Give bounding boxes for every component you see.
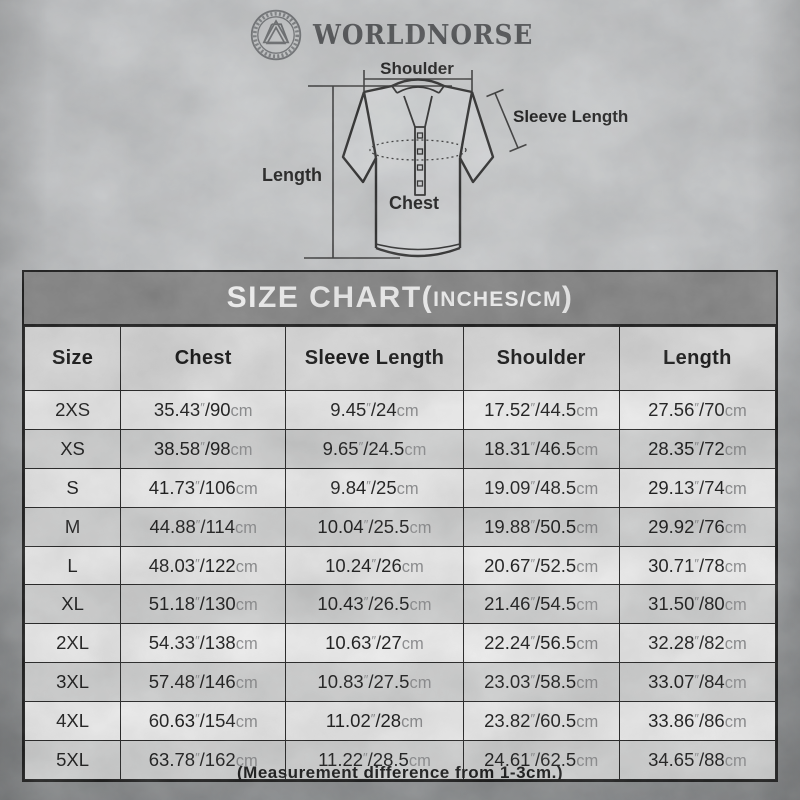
valknut-emblem-icon xyxy=(250,9,301,61)
measurement-footnote: (Measurement difference from 1-3cm.) xyxy=(237,763,563,782)
size-table-body: 2XS 35.43″/90cm 9.45″/24cm 17.52″/44.5cm 27.… xyxy=(23,390,777,780)
size-chart-title-unit: INCHES/CM xyxy=(433,287,562,311)
size-cell: 4XL xyxy=(23,701,122,742)
size-cell: M xyxy=(23,506,122,547)
size-cell: 2XL xyxy=(23,623,122,664)
table-row: M 44.88″/114cm 10.04″/25.5cm 19.88″/50.5cm 2… xyxy=(23,506,777,547)
measurement-cell: 9.45″/24cm xyxy=(285,390,464,430)
measurement-cell: 35.43″/90cm xyxy=(120,390,287,430)
measurement-cell: 33.86″/86cm xyxy=(618,701,777,742)
size-table: Size Chest Sleeve Length Shoulder Length 2XS… xyxy=(23,326,777,780)
measurement-cell: 38.58″/98cm xyxy=(120,428,287,469)
measurement-cell: 22.24″/56.5cm xyxy=(462,623,620,664)
brand-logo: WORLDNORSE xyxy=(0,6,800,64)
measurement-cell: 19.88″/50.5cm xyxy=(462,506,620,547)
measurement-cell: 23.03″/58.5cm xyxy=(462,662,620,703)
table-row: 3XL 57.48″/146cm 10.83″/27.5cm 23.03″/58.5c… xyxy=(23,662,777,703)
measurement-cell: 10.83″/27.5cm xyxy=(285,662,464,703)
measurement-cell: 33.07″/84cm xyxy=(618,662,777,703)
table-row: XS 38.58″/98cm 9.65″/24.5cm 18.31″/46.5cm 28… xyxy=(23,428,777,469)
measurement-cell: 10.43″/26.5cm xyxy=(285,584,464,625)
measurement-cell: 41.73″/106cm xyxy=(120,467,287,508)
size-cell: 3XL xyxy=(23,662,122,703)
length-label: Length xyxy=(262,165,322,185)
measurement-cell: 9.65″/24.5cm xyxy=(285,428,464,469)
table-row: 2XL 54.33″/138cm 10.63″/27cm 22.24″/56.5cm 3… xyxy=(23,623,777,664)
measurement-cell: 28.35″/72cm xyxy=(618,428,777,469)
measurement-cell: 9.84″/25cm xyxy=(285,467,464,508)
column-header-chest: Chest xyxy=(120,326,287,391)
size-cell: XS xyxy=(23,428,122,469)
measurement-cell: 51.18″/130cm xyxy=(120,584,287,625)
table-row: L 48.03″/122cm 10.24″/26cm 20.67″/52.5cm 30.… xyxy=(23,545,777,586)
measurement-cell: 21.46″/54.5cm xyxy=(462,584,620,625)
size-table-header-row: Size Chest Sleeve Length Shoulder Length xyxy=(23,326,777,391)
column-header-length: Length xyxy=(618,326,777,391)
size-chart-title-close: ) xyxy=(561,281,574,314)
brand-name: WORLDNORSE xyxy=(312,19,534,51)
measurement-cell: 10.63″/27cm xyxy=(285,623,464,664)
measurement-cell: 18.31″/46.5cm xyxy=(462,428,620,469)
measurement-cell: 44.88″/114cm xyxy=(120,506,287,547)
measurement-cell: 23.82″/60.5cm xyxy=(462,701,620,742)
measurement-cell: 17.52″/44.5cm xyxy=(462,390,620,430)
measurement-cell: 29.13″/74cm xyxy=(618,467,777,508)
measurement-cell: 30.71″/78cm xyxy=(618,545,777,586)
table-row: 2XS 35.43″/90cm 9.45″/24cm 17.52″/44.5cm 27.… xyxy=(23,390,777,430)
measurement-cell: 20.67″/52.5cm xyxy=(462,545,620,586)
size-cell: S xyxy=(23,467,122,508)
measurement-cell: 29.92″/76cm xyxy=(618,506,777,547)
measurement-cell: 11.02″/28cm xyxy=(285,701,464,742)
size-cell: L xyxy=(23,545,122,586)
measurement-cell: 31.50″/80cm xyxy=(618,584,777,625)
measurement-cell: 19.09″/48.5cm xyxy=(462,467,620,508)
measurement-cell: 54.33″/138cm xyxy=(120,623,287,664)
size-cell: 2XS xyxy=(23,390,122,430)
size-chart-title-main: SIZE CHART( xyxy=(226,281,434,314)
chest-label: Chest xyxy=(389,193,439,213)
measurement-cell: 27.56″/70cm xyxy=(618,390,777,430)
size-cell: XL xyxy=(23,584,122,625)
measurement-cell: 10.24″/26cm xyxy=(285,545,464,586)
sleeve-length-label: Sleeve Length xyxy=(513,107,628,126)
table-row: 4XL 60.63″/154cm 11.02″/28cm 23.82″/60.5cm 3… xyxy=(23,701,777,742)
table-row: XL 51.18″/130cm 10.43″/26.5cm 21.46″/54.5cm… xyxy=(23,584,777,625)
measurement-cell: 60.63″/154cm xyxy=(120,701,287,742)
column-header-sleeve-length: Sleeve Length xyxy=(285,326,464,391)
column-header-shoulder: Shoulder xyxy=(462,326,620,391)
size-chart-title: SIZE CHART(INCHES/CM) xyxy=(24,272,776,326)
measurement-cell: 32.28″/82cm xyxy=(618,623,777,664)
measurement-cell: 10.04″/25.5cm xyxy=(285,506,464,547)
measurement-cell: 48.03″/122cm xyxy=(120,545,287,586)
size-chart: SIZE CHART(INCHES/CM) Size Chest Sleeve Le… xyxy=(22,270,778,782)
measurement-cell: 57.48″/146cm xyxy=(120,662,287,703)
column-header-size: Size xyxy=(23,326,122,391)
table-row: S 41.73″/106cm 9.84″/25cm 19.09″/48.5cm 29.1… xyxy=(23,467,777,508)
